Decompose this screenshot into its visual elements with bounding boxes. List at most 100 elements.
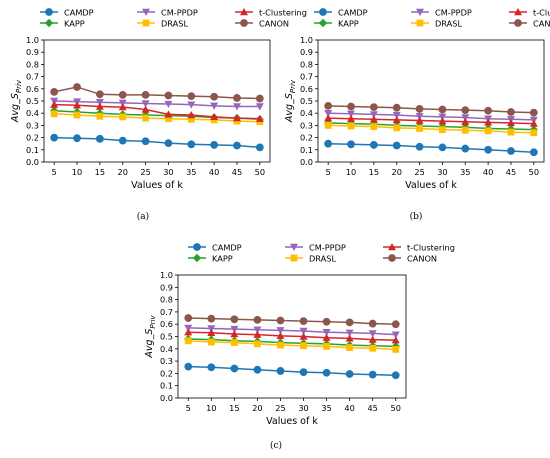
data-point	[164, 100, 173, 109]
data-point	[187, 140, 196, 149]
y-tick-label: 0.2	[26, 133, 39, 143]
data-point	[324, 110, 333, 118]
legend-item: CAMDP	[314, 7, 368, 17]
data-point	[392, 103, 401, 112]
x-tick-label: 5	[326, 167, 331, 177]
series-line	[54, 100, 260, 108]
data-point	[322, 368, 331, 377]
data-point	[118, 103, 127, 111]
data-point	[416, 125, 423, 132]
data-point	[255, 114, 264, 122]
data-point	[300, 342, 307, 350]
x-axis-label: Values of k	[131, 180, 183, 191]
series-camdp	[184, 362, 400, 380]
data-point	[254, 340, 261, 348]
y-tick-label: 0.5	[160, 332, 173, 342]
data-point	[184, 362, 193, 371]
data-point	[369, 141, 378, 149]
y-tick-label: 0.0	[160, 393, 173, 403]
data-point	[438, 117, 447, 125]
x-axis-label: Values of k	[405, 180, 457, 191]
data-point	[276, 316, 285, 325]
legend-item: DRASL	[137, 18, 188, 28]
data-point	[255, 94, 264, 103]
data-point	[142, 114, 149, 122]
legend-label: CAMDP	[338, 7, 368, 17]
data-point	[207, 314, 216, 323]
data-point	[507, 108, 515, 116]
y-tick-label: 0.1	[26, 145, 39, 155]
data-point	[369, 115, 378, 123]
legend-item: CANON	[235, 18, 289, 28]
legend-marker	[240, 19, 248, 27]
data-point	[391, 320, 400, 329]
y-tick-label: 0.4	[300, 108, 313, 118]
y-tick-label: 0.1	[160, 381, 173, 391]
x-tick-label: 40	[344, 403, 354, 413]
data-point	[439, 126, 446, 134]
data-point	[415, 116, 424, 124]
data-point	[230, 325, 239, 334]
y-tick-label: 0.9	[26, 47, 39, 57]
data-point	[392, 115, 401, 124]
data-point	[210, 141, 219, 149]
y-tick-label: 1.0	[160, 270, 173, 280]
y-tick-label: 1.0	[300, 35, 313, 45]
legend-marker	[142, 19, 150, 27]
data-point	[299, 332, 308, 340]
legend-label: DRASL	[309, 253, 336, 263]
data-point	[368, 370, 377, 379]
legend-item: CANON	[383, 253, 437, 263]
data-point	[324, 101, 333, 110]
data-point	[324, 114, 333, 122]
data-point	[347, 114, 356, 122]
data-point	[324, 122, 332, 129]
data-point	[529, 119, 538, 127]
data-point	[187, 101, 196, 109]
series-t-clustering	[184, 328, 400, 344]
legend-marker	[388, 254, 396, 262]
data-point	[345, 329, 354, 337]
series-t-clustering	[50, 100, 264, 122]
y-tick-label: 0.7	[300, 72, 313, 82]
y-tick-label: 0.2	[300, 133, 313, 143]
data-point	[347, 122, 355, 130]
data-point	[73, 111, 81, 119]
y-tick-label: 0.7	[160, 307, 173, 317]
data-point	[530, 129, 538, 137]
x-tick-label: 35	[321, 403, 331, 413]
legend-label: t-Clustering	[533, 7, 550, 17]
x-tick-label: 45	[506, 167, 516, 177]
y-tick-label: 0.6	[160, 319, 173, 329]
data-point	[392, 111, 401, 120]
y-axis-label-sub: Priv	[149, 315, 157, 329]
legend-item: CM-PPDP	[411, 7, 472, 17]
legend-marker	[45, 8, 53, 16]
data-point	[322, 317, 331, 326]
data-point	[50, 87, 59, 96]
data-point	[415, 142, 424, 151]
data-point	[207, 363, 216, 372]
x-tick-label: 45	[232, 167, 242, 177]
data-point	[324, 139, 333, 148]
x-tick-label: 10	[72, 167, 82, 177]
x-axis: 5 10 15 20 25 30 35 40 45 50	[326, 162, 539, 177]
data-point	[95, 134, 104, 143]
data-point	[461, 144, 470, 153]
series-line	[328, 105, 534, 114]
panel-label: (b)	[410, 211, 423, 222]
data-point	[345, 318, 354, 327]
series-canon	[50, 83, 264, 103]
data-point	[529, 108, 538, 117]
data-point	[187, 111, 196, 119]
x-tick-label: 20	[392, 167, 402, 177]
data-point	[391, 331, 400, 339]
legend-label: CM-PPDP	[161, 7, 198, 17]
data-point	[461, 117, 470, 125]
x-tick-label: 10	[346, 167, 356, 177]
x-tick-label: 25	[275, 403, 285, 413]
data-point	[277, 341, 284, 349]
